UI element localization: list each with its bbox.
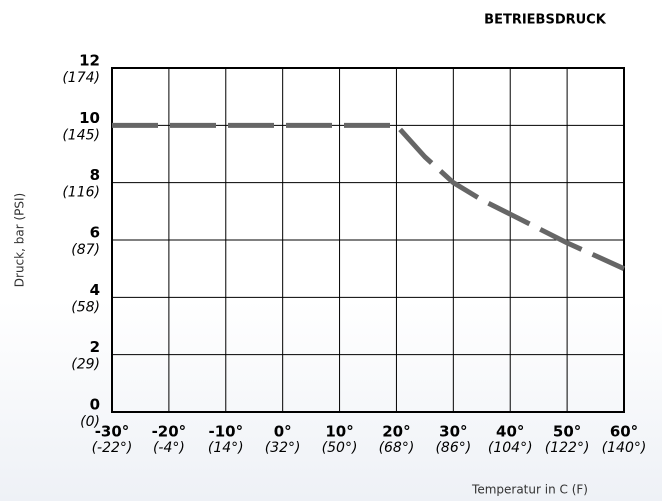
x-axis-label: Temperatur in C (F)	[471, 483, 588, 497]
plot-border	[111, 67, 625, 413]
x-tick-label: 60°	[610, 423, 638, 441]
y-tick-label: 2	[90, 338, 100, 356]
x-tick-alt-label: (86°)	[435, 440, 471, 456]
x-tick-alt-label: (-22°)	[92, 440, 133, 456]
x-tick-alt-label: (68°)	[379, 440, 415, 456]
x-tick-alt-label: (104°)	[488, 440, 533, 456]
y-tick-alt-label: (145)	[62, 127, 100, 143]
x-tick-alt-label: (14°)	[208, 440, 244, 456]
y-tick-label: 4	[90, 281, 100, 299]
y-tick-label: 0	[90, 396, 100, 414]
x-tick-label: 30°	[439, 423, 467, 441]
y-tick-alt-label: (174)	[62, 70, 100, 86]
y-tick-label: 12	[79, 52, 100, 70]
x-tick-label: -10°	[208, 423, 243, 441]
data-line	[112, 122, 626, 271]
y-axis-label: Druck, bar (PSI)	[13, 193, 27, 287]
x-tick-alt-label: (140°)	[602, 440, 647, 456]
y-tick-alt-label: (29)	[71, 357, 100, 373]
x-tick-label: 10°	[325, 423, 353, 441]
y-tick-alt-label: (0)	[80, 414, 100, 430]
y-tick-label: 10	[79, 109, 100, 127]
x-tick-alt-label: (50°)	[322, 440, 358, 456]
y-tick-alt-label: (116)	[62, 185, 100, 201]
x-tick-label: -30°	[95, 423, 130, 441]
y-tick-label: 8	[90, 166, 100, 184]
y-tick-alt-label: (87)	[71, 242, 100, 258]
x-tick-label: 0°	[274, 423, 292, 441]
x-tick-alt-label: (32°)	[265, 440, 301, 456]
x-tick-label: -20°	[152, 423, 187, 441]
chart-title: BETRIEBSDRUCK	[484, 13, 607, 28]
x-tick-label: 50°	[553, 423, 581, 441]
x-tick-label: 20°	[382, 423, 410, 441]
x-tick-alt-label: (122°)	[545, 440, 590, 456]
y-tick-label: 6	[90, 224, 100, 242]
x-tick-label: 40°	[496, 423, 524, 441]
y-tick-alt-label: (58)	[71, 299, 100, 315]
x-tick-alt-label: (-4°)	[153, 440, 185, 456]
